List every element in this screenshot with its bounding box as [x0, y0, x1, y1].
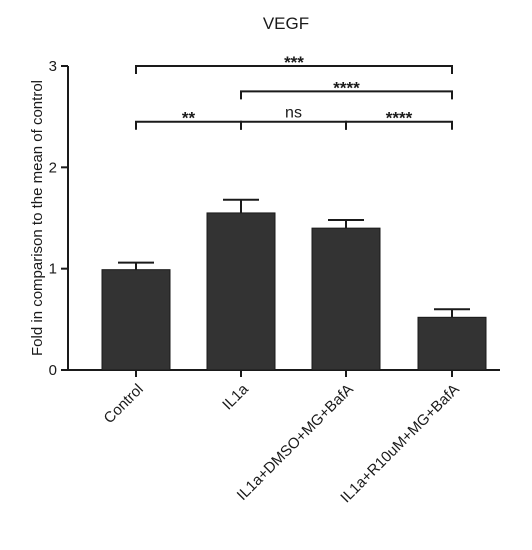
- x-tick-label: IL1a+DMSO+MG+BafA: [234, 381, 357, 504]
- chart-title: VEGF: [263, 14, 309, 33]
- bars: [101, 198, 487, 371]
- x-tick-label: Control: [101, 381, 147, 427]
- significance-label: ***: [284, 53, 304, 72]
- y-tick-label: 3: [49, 58, 57, 75]
- x-tick-labels: Control IL1aIL1a+DMSO+MG+BafAIL1a+R10uM+M…: [101, 380, 463, 506]
- significance-bracket: [240, 120, 347, 130]
- y-tick-label: 1: [49, 261, 57, 278]
- bar: [101, 269, 171, 371]
- significance-bracket: [135, 65, 453, 74]
- significance-label: ****: [333, 78, 360, 97]
- bar: [206, 212, 276, 371]
- y-tick-label: 0: [49, 362, 57, 379]
- bar: [311, 227, 381, 371]
- bar: [417, 316, 487, 371]
- significance-label: ****: [386, 109, 413, 128]
- x-tick-label: IL1a: [219, 380, 252, 413]
- significance-label: **: [182, 109, 196, 128]
- y-tick-label: 2: [49, 159, 57, 176]
- y-axis-label: Fold in comparison to the mean of contro…: [29, 80, 46, 356]
- significance-bracket: [240, 90, 453, 100]
- significance-label: ns: [285, 105, 302, 122]
- x-tick-label: IL1a+R10uM+MG+BafA: [337, 381, 463, 507]
- significance-brackets: ** ns ***********: [135, 53, 453, 130]
- significance-bracket: [345, 120, 453, 130]
